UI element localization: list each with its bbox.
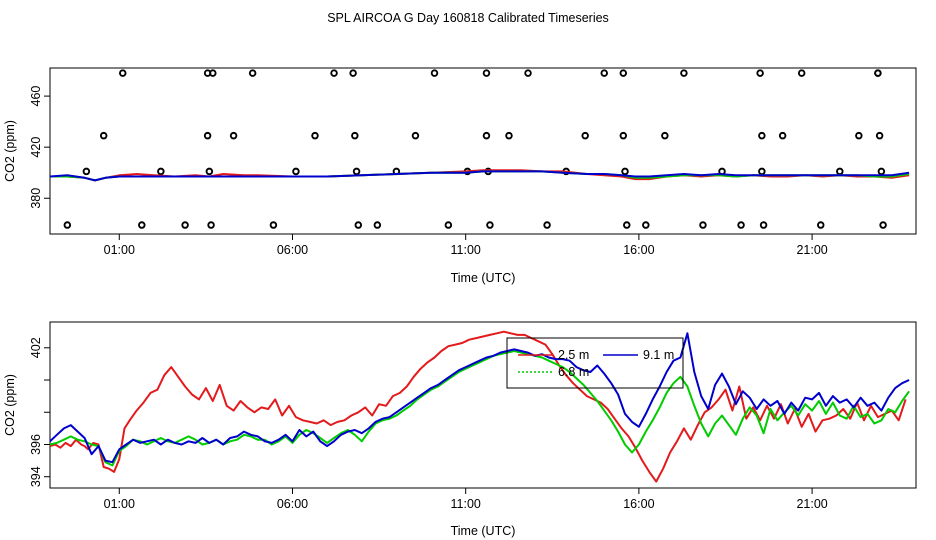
flag-point-55 bbox=[836, 167, 844, 176]
flag-point-13 bbox=[248, 69, 257, 77]
flag-point-34 bbox=[543, 221, 551, 229]
flag-point-29 bbox=[482, 131, 491, 140]
flag-point-4 bbox=[138, 221, 146, 229]
legend-label-6-8-m: 6.8 m bbox=[558, 365, 589, 379]
y-axis-title-bottom: CO2 (ppm) bbox=[3, 374, 17, 436]
flag-point-28 bbox=[482, 69, 491, 77]
x-tick-label-bottom-4: 21:00 bbox=[796, 497, 827, 511]
flag-point-22 bbox=[373, 221, 382, 229]
flag-point-14 bbox=[269, 221, 278, 229]
y-tick-label-top-0: 380 bbox=[29, 188, 43, 209]
legend: 2.5 m 9.1 m 6.8 m bbox=[506, 337, 684, 389]
flag-point-24 bbox=[411, 131, 420, 140]
x-tick-label-top-4: 21:00 bbox=[796, 243, 827, 257]
flag-point-31 bbox=[486, 221, 494, 229]
x-tick-label-bottom-0: 01:00 bbox=[104, 497, 135, 511]
plot-frame-top bbox=[49, 67, 917, 235]
flag-point-60 bbox=[877, 167, 886, 176]
x-tick-label-top-1: 06:00 bbox=[277, 243, 308, 257]
x-axis-title-top: Time (UTC) bbox=[451, 271, 516, 285]
x-tick-label-top-3: 16:00 bbox=[623, 243, 654, 257]
y-tick-label-top-2: 460 bbox=[29, 86, 43, 107]
flag-point-53 bbox=[797, 69, 806, 77]
flag-point-11 bbox=[209, 69, 217, 77]
flag-point-21 bbox=[354, 221, 363, 229]
series-line-bottom-6-8-m bbox=[49, 350, 910, 467]
flag-point-38 bbox=[619, 69, 628, 77]
flag-point-18 bbox=[349, 69, 357, 77]
chart-title: SPL AIRCOA G Day 160818 Calibrated Times… bbox=[327, 11, 609, 25]
x-tick-label-bottom-1: 06:00 bbox=[277, 497, 308, 511]
panel-top-scatter: 01:00 06:00 11:00 16:00 21:00 380 420 460 Time… bbox=[3, 67, 917, 285]
flag-point-43 bbox=[661, 131, 669, 140]
flag-point-25 bbox=[430, 69, 439, 77]
flag-point-56 bbox=[855, 131, 863, 140]
flag-point-52 bbox=[778, 131, 787, 140]
flag-point-41 bbox=[623, 221, 631, 229]
flag-point-45 bbox=[699, 221, 707, 229]
flag-point-58 bbox=[874, 69, 882, 77]
flag-point-42 bbox=[642, 221, 650, 229]
flag-point-2 bbox=[99, 131, 108, 140]
legend-label-2-5-m: 2.5 m bbox=[558, 348, 589, 362]
flag-point-44 bbox=[680, 69, 688, 77]
flag-point-37 bbox=[600, 69, 608, 77]
plot-frame-bottom bbox=[49, 321, 917, 489]
y-tick-label-bottom-0: 394 bbox=[29, 466, 43, 487]
panel-bottom-lines: 01:00 06:00 11:00 16:00 21:00 394 396 402 2.5 … bbox=[3, 321, 917, 538]
flag-point-17 bbox=[330, 69, 338, 77]
series-line-top-9-1-m bbox=[49, 170, 910, 182]
flag-point-50 bbox=[758, 167, 766, 176]
flag-point-49 bbox=[758, 131, 766, 140]
y-tick-label-bottom-1: 396 bbox=[29, 434, 43, 455]
flag-point-5 bbox=[157, 167, 165, 176]
y-tick-label-bottom-4: 402 bbox=[29, 337, 43, 358]
flag-point-51 bbox=[759, 221, 768, 229]
flag-point-8 bbox=[203, 131, 212, 140]
x-tick-label-top-2: 11:00 bbox=[451, 243, 481, 257]
flag-point-10 bbox=[207, 221, 215, 229]
flag-point-3 bbox=[118, 69, 127, 77]
flag-point-40 bbox=[621, 167, 629, 176]
flag-point-61 bbox=[879, 221, 887, 229]
legend-label-9-1-m: 9.1 m bbox=[643, 348, 674, 362]
flag-point-9 bbox=[205, 167, 214, 176]
flag-point-54 bbox=[816, 221, 825, 229]
flag-point-0 bbox=[63, 221, 72, 229]
y-axis-title-top: CO2 (ppm) bbox=[3, 120, 17, 182]
flag-point-1 bbox=[82, 167, 91, 176]
flag-point-47 bbox=[737, 221, 745, 229]
x-tick-label-top-0: 01:00 bbox=[104, 243, 135, 257]
flag-point-26 bbox=[444, 221, 453, 229]
flag-point-59 bbox=[875, 131, 884, 140]
series-line-bottom-2-5-m bbox=[49, 330, 907, 483]
x-axis-title-bottom: Time (UTC) bbox=[451, 524, 516, 538]
legend-box bbox=[506, 337, 684, 389]
flag-point-20 bbox=[352, 167, 361, 176]
flag-point-6 bbox=[181, 221, 189, 229]
series-line-bottom-9-1-m bbox=[49, 332, 910, 464]
y-tick-label-top-1: 420 bbox=[29, 137, 43, 158]
flag-point-36 bbox=[581, 131, 589, 140]
flag-point-12 bbox=[229, 131, 238, 140]
flag-point-19 bbox=[351, 131, 359, 140]
flag-point-15 bbox=[292, 167, 300, 176]
flag-point-39 bbox=[619, 131, 628, 140]
x-tick-label-bottom-2: 11:00 bbox=[451, 497, 481, 511]
flag-point-48 bbox=[756, 69, 764, 77]
flag-point-16 bbox=[311, 131, 319, 140]
flag-point-32 bbox=[505, 131, 513, 140]
x-tick-label-bottom-3: 16:00 bbox=[623, 497, 654, 511]
flag-point-33 bbox=[524, 69, 532, 77]
